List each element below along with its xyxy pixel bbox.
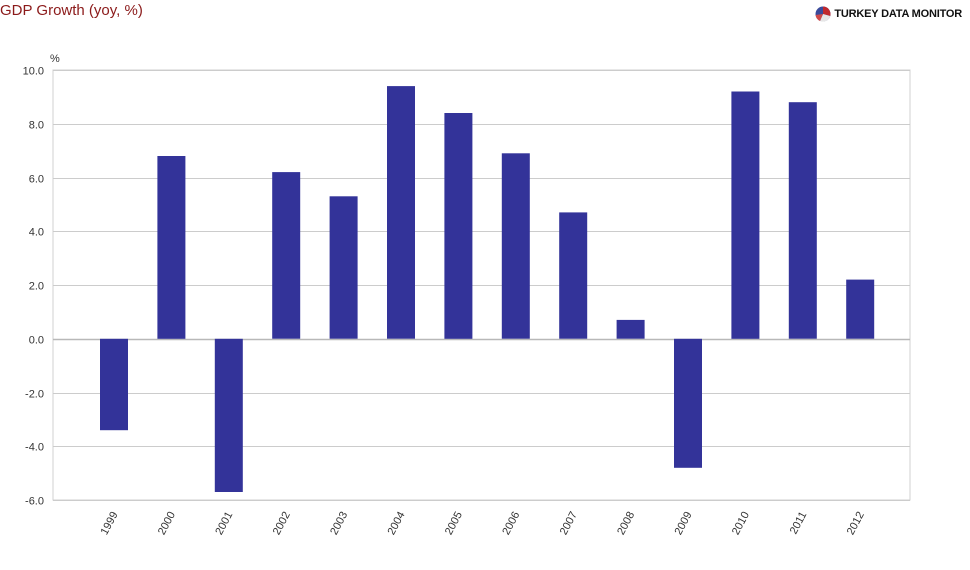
x-tick-label: 2009 [673,510,695,537]
grid-lines [52,69,911,501]
logo-text: TURKEY DATA MONITOR [834,8,962,20]
bars [100,86,875,492]
x-tick-label: 2004 [386,510,408,537]
y-tick-label: -6.0 [25,496,44,508]
x-axis-ticks: 1999 2000 2001 2002 2003 2004 2005 2006 2007 2008… [99,510,867,537]
x-tick-label: 2003 [328,510,350,537]
logo-pie-icon [815,6,831,22]
x-tick-label: 2002 [271,510,293,537]
bar-2008 [616,319,645,339]
bar-2006 [501,153,530,339]
x-tick-label: 2005 [443,510,465,537]
y-tick-label: -4.0 [25,442,44,454]
y-tick-label: 8.0 [29,120,44,132]
y-tick-label: 6.0 [29,174,44,186]
bar-2011 [788,102,817,339]
x-tick-label: 2010 [730,510,752,537]
y-tick-label: 0.0 [29,335,44,347]
y-tick-label: 4.0 [29,227,44,239]
bar-2009 [674,338,702,468]
chart-title: GDP Growth (yoy, %) [0,2,143,19]
bar-2003 [329,196,358,339]
bar-2007 [559,212,588,339]
bar-2005 [444,113,473,339]
y-tick-label: 10.0 [23,66,44,78]
bar-2002 [272,172,301,339]
brand-logo: TURKEY DATA MONITOR [815,6,962,22]
x-tick-label: 2001 [213,510,235,537]
bar-2001 [214,338,243,492]
bar-2010 [731,91,760,339]
x-tick-label: 2008 [615,510,637,537]
x-tick-label: 1999 [99,510,121,537]
bar-2012 [846,279,875,339]
y-axis-unit: % [50,53,60,65]
x-tick-label: 2006 [500,510,522,537]
x-tick-label: 2007 [558,510,580,537]
x-tick-label: 2011 [788,510,810,537]
y-tick-label: -2.0 [25,389,44,401]
bar-2004 [387,86,415,339]
bar-2000 [157,156,186,339]
y-axis-ticks: 10.0 8.0 6.0 4.0 2.0 0.0 -2.0 -4.0 -6.0 [23,66,44,508]
x-tick-label: 2012 [845,510,867,537]
x-tick-label: 2000 [156,510,178,537]
y-tick-label: 2.0 [29,281,44,293]
bar-1999 [100,338,128,431]
